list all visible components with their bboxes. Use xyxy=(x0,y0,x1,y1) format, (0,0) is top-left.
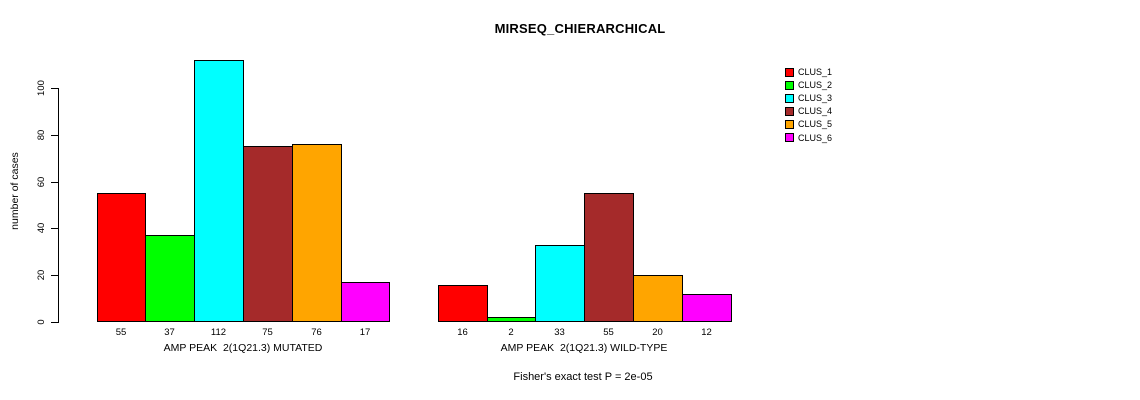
bar-value-label: 2 xyxy=(508,327,514,338)
y-axis-tick xyxy=(51,322,58,323)
bar-value-label: 112 xyxy=(210,327,227,338)
bar-clus_2 xyxy=(145,235,195,322)
legend-item-label: CLUS_6 xyxy=(798,132,833,143)
bar-clus_3 xyxy=(535,245,585,322)
chart-title: MIRSEQ_CHIERARCHICAL xyxy=(494,21,666,36)
legend-item-label: CLUS_3 xyxy=(798,93,833,104)
legend-swatch-icon xyxy=(785,133,794,142)
bar-value-label: 12 xyxy=(701,327,712,338)
bar-value-label: 55 xyxy=(115,327,127,338)
bar-value-label: 17 xyxy=(359,327,371,338)
bar-clus_3 xyxy=(194,60,244,322)
bar-clus_1 xyxy=(97,193,146,322)
y-axis-tick-label: 80 xyxy=(35,129,47,141)
y-axis-tick xyxy=(51,228,58,229)
group-axis-label: AMP PEAK 2(1Q21.3) WILD-TYPE xyxy=(500,342,668,354)
legend-item: CLUS_3 xyxy=(785,93,832,103)
y-axis-tick xyxy=(51,88,58,89)
y-axis-tick-label: 0 xyxy=(35,319,47,325)
legend-swatch-icon xyxy=(785,67,794,77)
y-axis-tick xyxy=(51,275,58,276)
legend-item: CLUS_1 xyxy=(785,67,832,77)
legend-item: CLUS_2 xyxy=(785,80,832,90)
legend-swatch-icon xyxy=(785,93,794,103)
bar-clus_4 xyxy=(243,146,293,322)
legend-item-label: CLUS_5 xyxy=(798,119,833,130)
y-axis-tick xyxy=(51,135,58,136)
group-axis-label: AMP PEAK 2(1Q21.3) MUTATED xyxy=(163,342,323,354)
legend-item: CLUS_5 xyxy=(785,119,832,129)
y-axis-label: number of cases xyxy=(9,152,21,230)
y-axis-line xyxy=(58,88,59,323)
bar-value-label: 16 xyxy=(457,327,468,338)
y-axis-tick-label: 40 xyxy=(35,222,47,234)
bar-clus_4 xyxy=(584,193,634,322)
bar-value-label: 76 xyxy=(311,327,322,338)
bar-clus_6 xyxy=(682,294,732,322)
bar-clus_5 xyxy=(633,275,683,322)
bar-clus_2 xyxy=(487,317,536,322)
legend-swatch-icon xyxy=(785,80,794,90)
bar-value-label: 20 xyxy=(652,327,663,338)
y-axis-tick-label: 100 xyxy=(35,80,47,96)
legend-item-label: CLUS_4 xyxy=(798,106,833,117)
bar-value-label: 55 xyxy=(603,327,614,338)
legend-item-label: CLUS_1 xyxy=(798,67,833,77)
bar-clus_5 xyxy=(292,144,342,322)
legend-item: CLUS_6 xyxy=(785,133,832,143)
bar-clus_1 xyxy=(438,285,488,322)
bar-clus_6 xyxy=(341,282,390,322)
fisher-annotation: Fisher's exact test P = 2e-05 xyxy=(513,371,653,383)
legend-swatch-icon xyxy=(785,106,794,116)
y-axis-tick-label: 20 xyxy=(35,269,47,281)
y-axis-tick xyxy=(51,182,58,183)
legend-swatch-icon xyxy=(785,119,794,129)
bar-value-label: 37 xyxy=(164,327,175,338)
y-axis-tick-label: 60 xyxy=(35,176,47,188)
legend-item-label: CLUS_2 xyxy=(798,80,833,91)
legend-item: CLUS_4 xyxy=(785,106,832,116)
bar-value-label: 33 xyxy=(554,327,565,338)
bar-value-label: 75 xyxy=(262,327,273,338)
